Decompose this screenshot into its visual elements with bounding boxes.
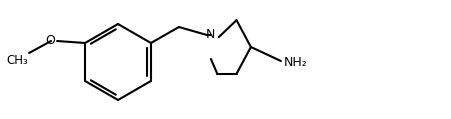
Text: N: N: [206, 28, 215, 42]
Text: CH₃: CH₃: [6, 54, 28, 67]
Text: NH₂: NH₂: [283, 55, 307, 69]
Text: O: O: [45, 35, 55, 47]
